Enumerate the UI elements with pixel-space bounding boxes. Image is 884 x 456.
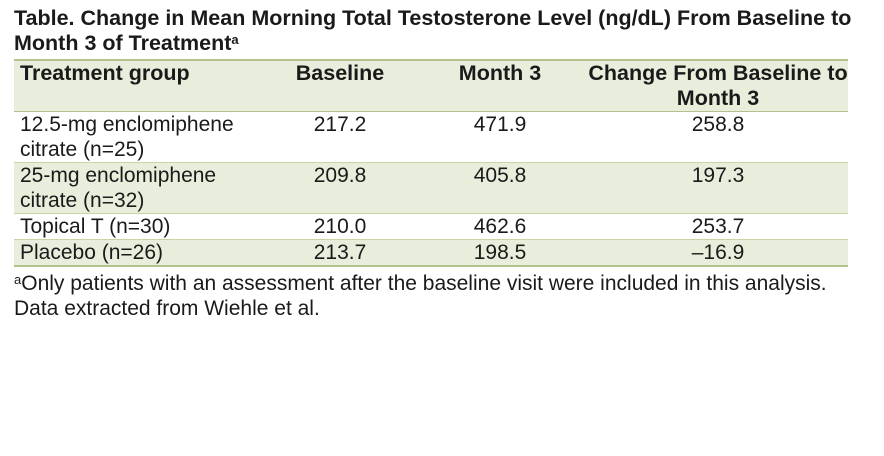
table-row: Placebo (n=26) 213.7 198.5 –16.9 <box>14 239 848 266</box>
cell-change: 197.3 <box>691 164 745 187</box>
title-text: Table. Change in Mean Morning Total Test… <box>14 6 852 55</box>
source-note: Data extracted from Wiehle et al. <box>14 297 320 320</box>
cell-month-3: 462.6 <box>473 215 527 238</box>
table-row: 12.5-mg enclomiphene citrate (n=25) 217.… <box>14 112 848 163</box>
header-row: Treatment group Baseline Month 3 Change … <box>14 60 848 112</box>
table-row: 25-mg enclomiphene citrate (n=32) 209.8 … <box>14 162 848 214</box>
cell-treatment-group: Placebo (n=26) <box>20 241 164 264</box>
cell-baseline: 209.8 <box>313 164 367 187</box>
footnote-text: Only patients with an assessment after t… <box>21 272 827 295</box>
footnote-marker: a <box>14 272 22 287</box>
title-footnote-marker: a <box>231 32 239 47</box>
header-month-3: Month 3 <box>458 61 542 85</box>
cell-month-3: 198.5 <box>473 241 527 264</box>
data-table: Treatment group Baseline Month 3 Change … <box>14 59 848 267</box>
table-row: Topical T (n=30) 210.0 462.6 253.7 <box>14 214 848 240</box>
cell-treatment-group: 25-mg enclomiphene citrate (n=32) <box>20 164 217 212</box>
table-title: Table. Change in Mean Morning Total Test… <box>14 6 874 56</box>
cell-baseline: 217.2 <box>313 113 367 136</box>
cell-change: –16.9 <box>691 241 745 264</box>
header-baseline: Baseline <box>295 61 385 85</box>
cell-month-3: 471.9 <box>473 113 527 136</box>
cell-change: 258.8 <box>691 113 745 136</box>
cell-month-3: 405.8 <box>473 164 527 187</box>
cell-treatment-group: Topical T (n=30) <box>20 215 171 238</box>
table-footnote: aOnly patients with an assessment after … <box>14 271 876 296</box>
header-change: Change From Baseline to Month 3 <box>588 61 848 110</box>
cell-baseline: 213.7 <box>313 241 367 264</box>
cell-treatment-group: 12.5-mg enclomiphene citrate (n=25) <box>20 113 234 161</box>
cell-change: 253.7 <box>691 215 745 238</box>
header-treatment-group: Treatment group <box>20 61 190 85</box>
cell-baseline: 210.0 <box>313 215 367 238</box>
